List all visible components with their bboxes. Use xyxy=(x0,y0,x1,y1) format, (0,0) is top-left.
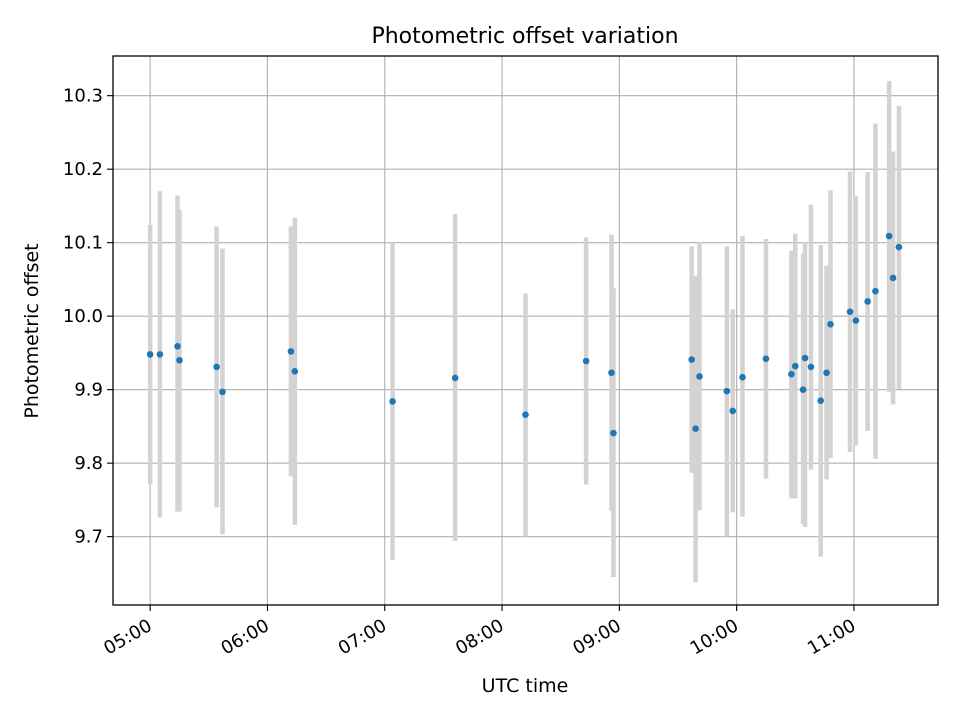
y-tick-label: 10.3 xyxy=(63,86,103,107)
data-point xyxy=(895,243,903,251)
data-point xyxy=(608,369,615,377)
data-point xyxy=(885,232,893,240)
data-point xyxy=(451,374,459,382)
data-point xyxy=(291,367,299,375)
data-point xyxy=(696,373,703,380)
data-point xyxy=(807,363,815,371)
data-point xyxy=(582,357,590,365)
data-point xyxy=(389,398,396,405)
data-point xyxy=(852,317,860,324)
data-point xyxy=(823,369,830,377)
data-point xyxy=(817,397,825,404)
data-point xyxy=(219,388,226,396)
data-point xyxy=(872,287,879,295)
x-axis-label: UTC time xyxy=(482,675,569,697)
y-tick-label: 10.0 xyxy=(63,306,103,327)
data-point xyxy=(176,356,183,364)
data-point xyxy=(739,373,746,381)
grid xyxy=(113,56,938,605)
data-point xyxy=(791,362,799,370)
y-tick-label: 10.1 xyxy=(63,233,103,254)
data-point xyxy=(174,343,181,350)
y-tick-label: 9.9 xyxy=(74,380,103,401)
data-point xyxy=(287,348,295,355)
y-tick-label: 9.7 xyxy=(74,527,103,548)
y-tick-label: 10.2 xyxy=(63,159,103,180)
data-point xyxy=(729,407,737,415)
data-point xyxy=(827,320,834,328)
y-axis-label: Photometric offset xyxy=(21,243,43,418)
data-point xyxy=(692,425,699,432)
data-point xyxy=(889,274,897,282)
data-point xyxy=(788,370,795,378)
data-point xyxy=(146,351,154,358)
plot-frame xyxy=(112,55,939,606)
data-point xyxy=(864,298,871,305)
data-point xyxy=(762,355,770,363)
data-point xyxy=(213,363,220,371)
data-point xyxy=(156,351,164,358)
data-points xyxy=(146,232,903,437)
y-axis-ticks: 9.7 9.8 9.9 10.0 10.1 10.2 10.3 xyxy=(63,86,113,548)
y-tick-label: 9.8 xyxy=(74,453,103,474)
data-point xyxy=(610,429,617,437)
data-point xyxy=(801,354,809,362)
data-point xyxy=(799,386,807,393)
data-point xyxy=(846,308,854,316)
data-point xyxy=(522,411,529,418)
data-point xyxy=(688,356,695,363)
chart-title: Photometric offset variation xyxy=(371,24,678,49)
data-point xyxy=(723,387,731,395)
